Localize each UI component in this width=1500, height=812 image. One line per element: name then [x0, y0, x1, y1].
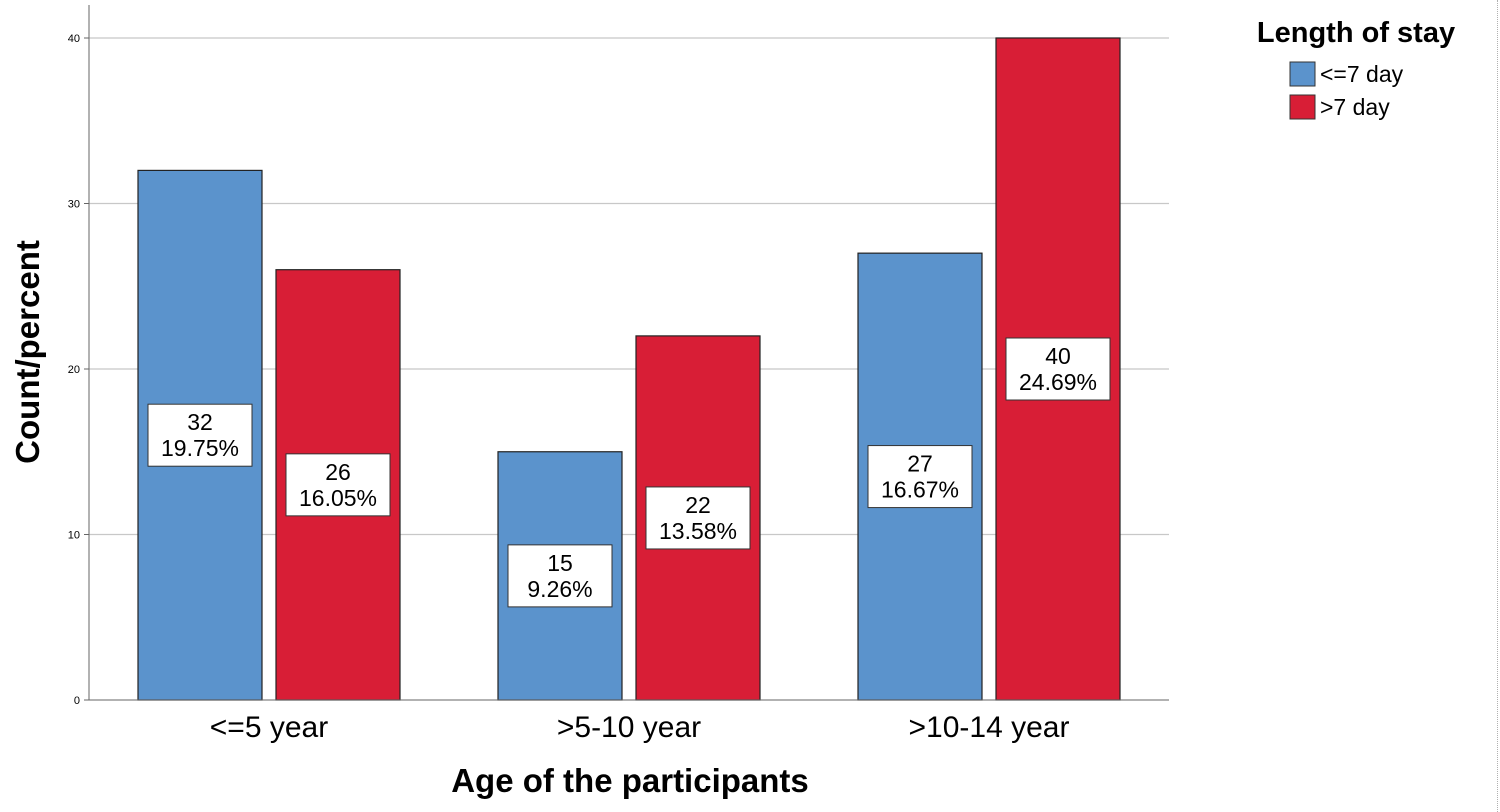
legend-label-long-stay: >7 day [1320, 94, 1390, 120]
data-label-box [1005, 337, 1111, 401]
gridlines [89, 37, 1169, 536]
x-tick-label: >10-14 year [909, 711, 1070, 744]
data-label-percent: 13.58% [659, 518, 737, 544]
axes [88, 5, 1169, 701]
data-label-box [645, 486, 751, 550]
data-label-percent: 16.05% [299, 485, 377, 511]
y-tick-label: 20 [68, 364, 80, 376]
page-edge-divider [1497, 0, 1498, 812]
data-label-percent: 19.75% [161, 435, 239, 461]
y-tick-label: 0 [74, 695, 80, 707]
data-label-box [147, 403, 253, 467]
data-label-count: 22 [685, 492, 711, 518]
x-tick-label: >5-10 year [557, 711, 701, 744]
data-label-percent: 9.26% [527, 576, 592, 602]
x-tick-labels: <=5 year >5-10 year >10-14 year [210, 711, 1070, 744]
legend-swatch-long-stay [1289, 94, 1316, 120]
data-label-count: 27 [907, 451, 933, 477]
data-label-count: 40 [1045, 343, 1071, 369]
data-label-count: 32 [187, 409, 213, 435]
x-axis-title: Age of the participants [451, 762, 809, 799]
data-label-count: 15 [547, 550, 573, 576]
legend-swatch-short-stay [1289, 61, 1316, 87]
y-axis-title: Count/percent [9, 240, 46, 464]
data-label-count: 26 [325, 459, 351, 485]
legend-title: Length of stay [1257, 17, 1455, 49]
data-label-percent: 16.67% [881, 477, 959, 503]
y-tick-label: 10 [68, 530, 80, 542]
data-label-percent: 24.69% [1019, 369, 1097, 395]
x-tick-label: <=5 year [210, 711, 328, 744]
y-tick-label: 40 [68, 33, 80, 45]
y-tick-label: 30 [68, 199, 80, 211]
y-tick-labels: 0 10 20 30 40 [68, 33, 89, 707]
legend-label-short-stay: <=7 day [1320, 61, 1404, 87]
data-label-box [507, 544, 613, 608]
legend: Length of stay <=7 day >7 day [1257, 17, 1455, 120]
data-label-box [867, 445, 973, 509]
data-label-box [285, 453, 391, 517]
